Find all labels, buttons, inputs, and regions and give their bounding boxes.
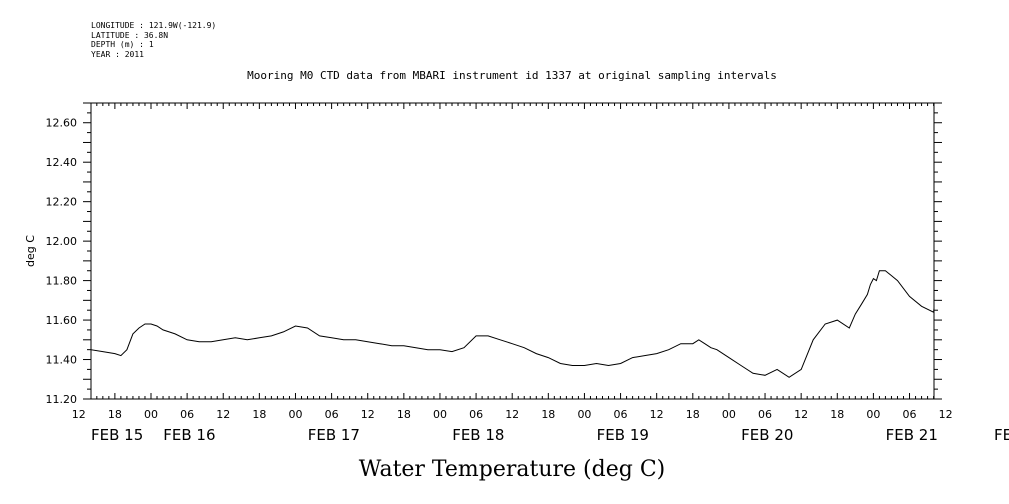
y-ticks [83,102,942,400]
y-tick-label: 11.80 [46,275,78,288]
x-hour-label: 18 [108,408,122,421]
x-day-label: FEB 22 [994,426,1009,444]
metadata-depth: DEPTH (m) : 1 [91,40,154,50]
x-hour-label: 18 [252,408,266,421]
x-day-label: FEB 17 [308,426,360,444]
y-tick-labels: 11.20 11.40 11.60 11.80 12.00 12.20 12.40 12.60 [46,117,78,406]
x-hour-label: 00 [288,408,302,421]
y-tick-label: 12.60 [46,117,78,130]
y-tick-label: 11.60 [46,314,78,327]
x-hour-label: 06 [469,408,483,421]
y-tick-label: 12.00 [46,235,78,248]
metadata-year: YEAR : 2011 [91,49,144,59]
x-day-label: FEB 16 [163,426,215,444]
x-day-label: FEB 18 [452,426,504,444]
temperature-series-line [90,191,935,380]
x-hour-label: 00 [866,408,880,421]
x-hour-label: 12 [939,408,953,421]
x-hour-label: 06 [180,408,194,421]
x-hour-label: 12 [650,408,664,421]
x-hour-label: 00 [144,408,158,421]
x-hour-label: 06 [758,408,772,421]
x-hour-label: 00 [722,408,736,421]
x-hour-label: 12 [216,408,230,421]
x-hour-label: 12 [794,408,808,421]
metadata-latitude: LATITUDE : 36.8N [91,30,169,40]
x-day-label: FEB 15 [91,426,143,444]
x-axis-label: Water Temperature (deg C) [359,457,666,482]
x-hour-label: 00 [433,408,447,421]
y-tick-label: 11.40 [46,354,78,367]
x-hour-label: 12 [72,408,86,421]
y-tick-label: 11.20 [46,393,78,406]
x-hour-label: 18 [397,408,411,421]
x-day-label: FEB 21 [886,426,938,444]
x-ticks [96,103,935,399]
x-day-label: FEB 20 [741,426,793,444]
x-day-label: FEB 19 [597,426,649,444]
x-hour-label: 18 [830,408,844,421]
x-hour-label: 00 [577,408,591,421]
x-hour-label: 06 [325,408,339,421]
x-hour-label: 18 [686,408,700,421]
x-hour-label: 12 [505,408,519,421]
y-axis-label: deg C [24,235,37,267]
y-tick-label: 12.40 [46,156,78,169]
x-hour-labels: 12 18 00 06 12 18 00 06 12 18 00 06 12 18 00 06 12 18 00 06… [72,408,953,421]
x-hour-label: 18 [541,408,555,421]
x-hour-label: 06 [903,408,917,421]
x-hour-label: 06 [614,408,628,421]
x-hour-label: 12 [361,408,375,421]
x-day-labels: FEB 15 FEB 16 FEB 17 FEB 18 FEB 19 FEB 20 FEB … [91,426,1009,444]
metadata-longitude: LONGITUDE : 121.9W(-121.9) [91,21,217,30]
chart-title: Mooring M0 CTD data from MBARI instrumen… [247,69,777,82]
y-tick-label: 12.20 [46,196,78,209]
metadata-block: LONGITUDE : 121.9W(-121.9) LATITUDE : 36… [91,21,216,59]
